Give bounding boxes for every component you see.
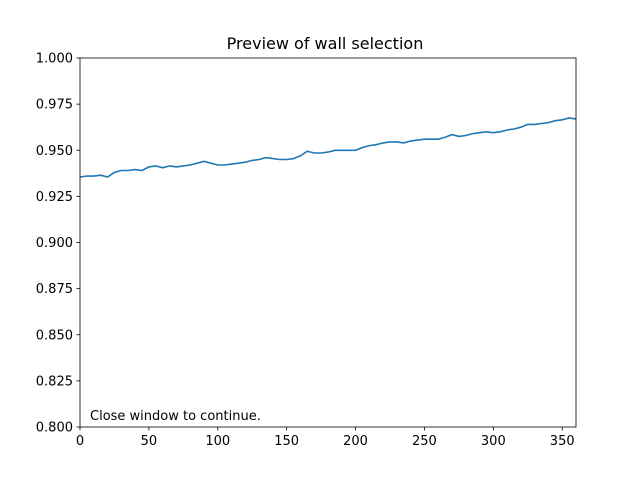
annotation-text: Close window to continue. [90,409,261,424]
y-tick-label: 0.925 [36,190,73,205]
x-tick-label: 50 [141,434,158,449]
x-tick-label: 350 [550,434,575,449]
y-tick-label: 0.975 [36,98,73,113]
y-tick-label: 0.825 [36,374,73,389]
plot-area-frame [79,57,577,428]
x-tick-label: 300 [481,434,506,449]
y-tick-label: 0.800 [36,421,73,436]
x-tick-label: 250 [412,434,437,449]
y-tick-label: 0.950 [36,144,73,159]
x-tick-label: 100 [205,434,230,449]
x-tick-label: 200 [343,434,368,449]
y-tick-label: 1.000 [36,52,73,67]
y-tick-label: 0.900 [36,236,73,251]
x-tick-label: 150 [274,434,299,449]
chart-title: Preview of wall selection [227,34,424,53]
y-tick-label: 0.850 [36,328,73,343]
series-line [80,117,576,178]
x-tick-label: 0 [76,434,84,449]
y-tick-label: 0.875 [36,282,73,297]
